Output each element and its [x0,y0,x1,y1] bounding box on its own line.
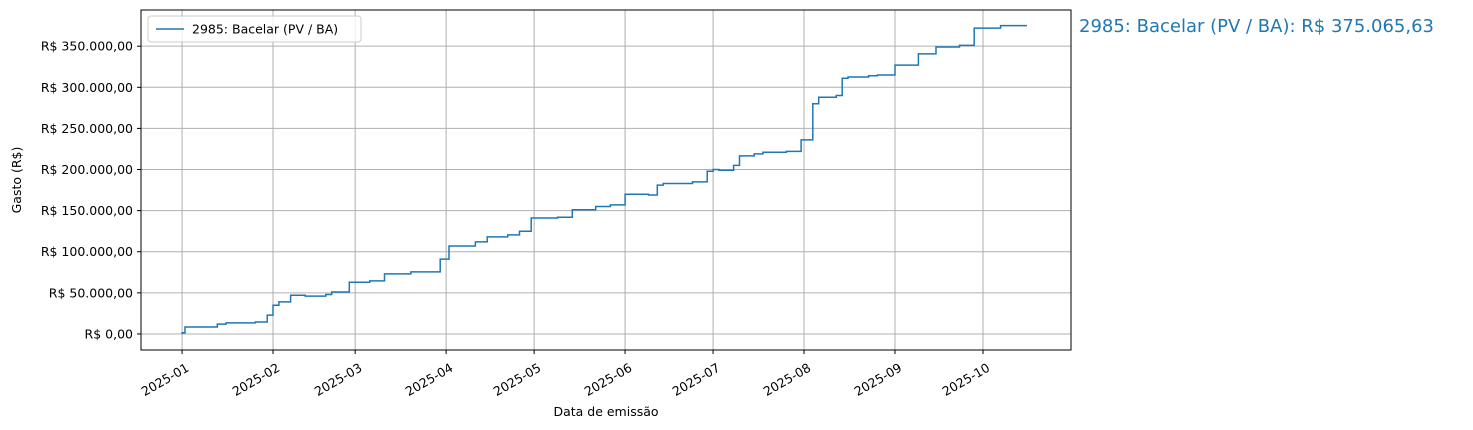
y-axis-label: Gasto (R$) [9,147,24,214]
y-tick-label: R$ 100.000,00 [41,244,133,259]
y-tick-label: R$ 50.000,00 [49,285,133,300]
series-line [181,24,1027,334]
x-tick-label: 2025-10 [940,360,993,399]
y-tick-label: R$ 350.000,00 [41,39,133,54]
y-tick-label: R$ 250.000,00 [41,121,133,136]
x-axis: 2025-01 2025-02 2025-03 2025-04 2025-05 2025-… [139,350,993,399]
x-tick-label: 2025-05 [491,360,544,399]
y-tick-label: R$ 150.000,00 [41,203,133,218]
y-tick-label: R$ 300.000,00 [41,80,133,95]
legend-label: 2985: Bacelar (PV / BA) [192,22,338,37]
legend: 2985: Bacelar (PV / BA) [147,15,362,43]
y-tick-label: R$ 0,00 [85,326,133,341]
x-tick-label: 2025-01 [139,360,192,399]
grid [141,10,1071,350]
x-tick-label: 2025-04 [403,360,456,399]
x-tick-label: 2025-06 [582,360,635,399]
x-tick-label: 2025-08 [761,360,814,399]
y-tick-label: R$ 200.000,00 [41,162,133,177]
total-annotation: 2985: Bacelar (PV / BA): R$ 375.065,63 [1079,16,1434,37]
legend-box [147,15,362,43]
x-tick-label: 2025-09 [852,360,905,399]
plot-frame [140,9,1072,351]
y-axis: R$ 0,00 R$ 50.000,00 R$ 100.000,00 R$ 150.0… [41,39,141,341]
x-tick-label: 2025-03 [312,360,365,399]
x-tick-label: 2025-07 [670,360,723,399]
x-axis-label: Data de emissão [553,404,658,419]
x-tick-label: 2025-02 [230,360,283,399]
